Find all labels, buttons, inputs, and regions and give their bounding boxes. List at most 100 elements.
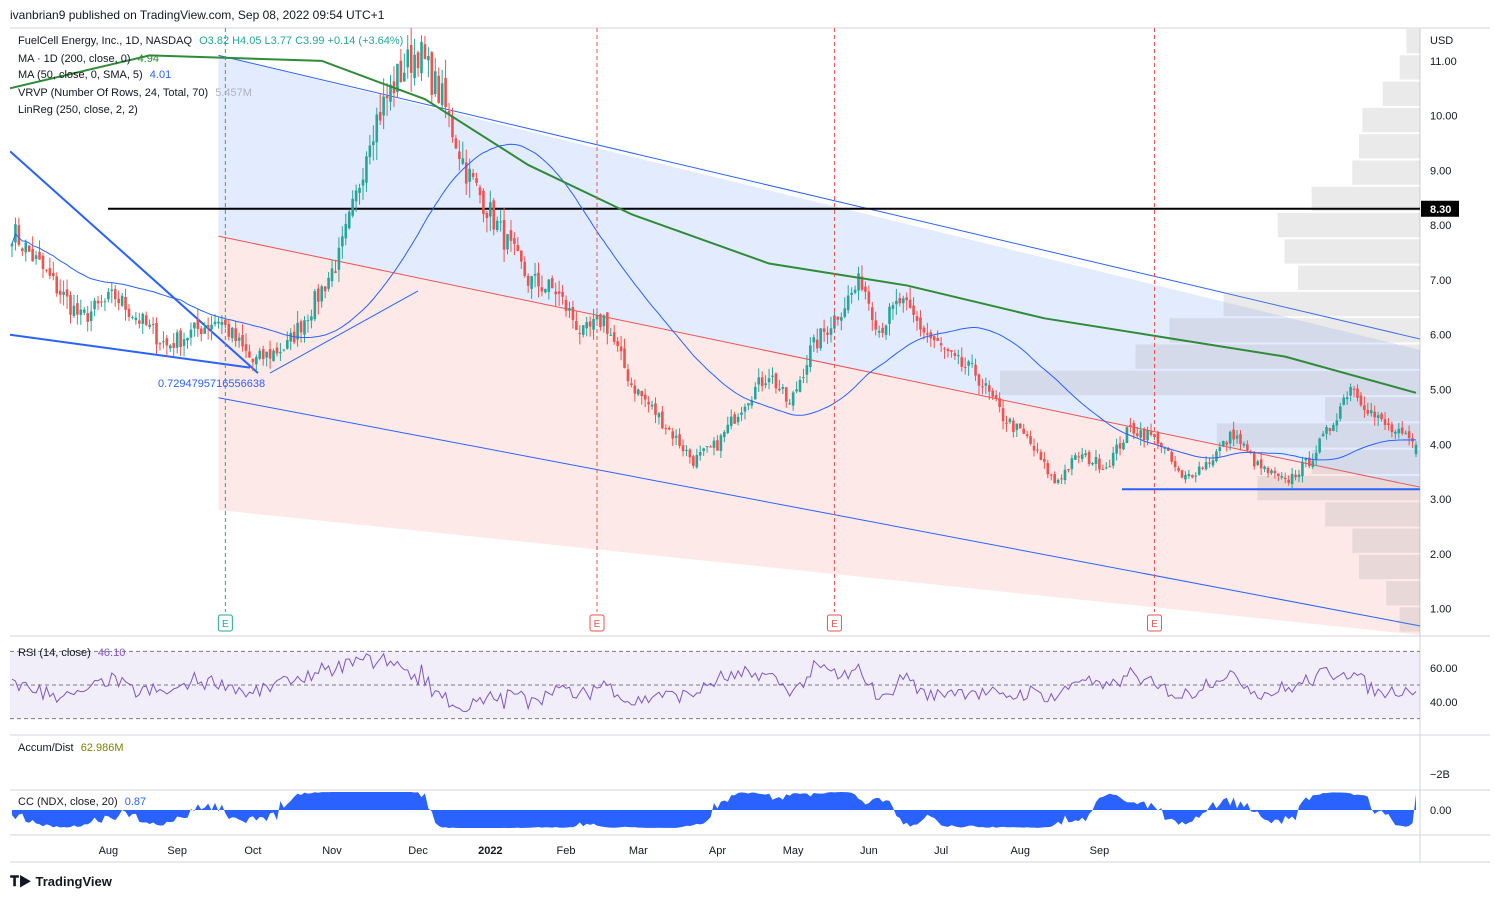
candle-body (1067, 468, 1070, 471)
candle-body (1087, 452, 1091, 465)
price-tick: 11.00 (1430, 56, 1457, 68)
candle-body (413, 54, 416, 79)
candle-body (1273, 470, 1277, 474)
candle-body (1228, 431, 1232, 444)
candle-body (1029, 436, 1032, 444)
candle-body (657, 413, 661, 418)
candle-body (186, 337, 189, 341)
candle-body (51, 272, 55, 277)
candle-body (698, 452, 702, 456)
candle-body (1197, 466, 1201, 475)
time-tick: Aug (1010, 845, 1030, 857)
candle-body (96, 300, 100, 304)
candle-body (306, 320, 310, 322)
candle-body (1012, 420, 1015, 432)
brand-name: TradingView (35, 874, 112, 889)
candle-body (1142, 428, 1146, 441)
candle-body (423, 44, 427, 60)
rsi-pane[interactable]: 60.00 40.00 (10, 650, 1458, 720)
candle-body (93, 300, 96, 310)
vrvp-row (1359, 554, 1420, 580)
time-tick: Aug (99, 845, 119, 857)
candle-body (840, 317, 843, 321)
accum-dist-pane[interactable]: −2B (1430, 769, 1450, 781)
candle-body (1070, 458, 1074, 470)
candle-body (265, 351, 268, 358)
vrvp-row (1352, 160, 1420, 185)
candle-body (34, 255, 38, 259)
candle-body (230, 327, 234, 339)
tradingview-logo[interactable]: 𝐓▶ TradingView (10, 873, 112, 890)
candle-body (165, 338, 169, 346)
linreg-legend[interactable]: LinReg (250, close, 2, 2) (18, 104, 138, 116)
candle-body (454, 138, 458, 149)
candle-body (753, 386, 757, 400)
candle-body (461, 158, 465, 164)
candle-body (1053, 474, 1056, 484)
candle-body (48, 268, 52, 276)
candle-body (203, 327, 207, 334)
candle-body (1084, 453, 1087, 456)
ma200-legend[interactable]: MA · 1D (200, close, 0) 4.94 (18, 53, 159, 65)
candle-body (1225, 442, 1229, 445)
candle-body (475, 178, 478, 183)
candle-body (523, 261, 527, 276)
candle-body (489, 202, 492, 217)
time-tick: Sep (167, 845, 187, 857)
candle-body (1194, 475, 1198, 477)
candle-body (950, 350, 953, 352)
candle-body (939, 343, 943, 346)
candle-body (89, 311, 93, 321)
candle-body (1394, 431, 1397, 434)
candle-body (58, 290, 62, 295)
candle-body (636, 389, 640, 395)
ohlc-values: O3.82 H4.05 L3.77 C3.99 +0.14 (+3.64%) (199, 35, 404, 47)
candle-body (1005, 422, 1008, 424)
candle-body (382, 96, 385, 116)
candle-body (1235, 435, 1239, 439)
rsi-tick: 40.00 (1430, 697, 1458, 709)
price-tick: 3.00 (1430, 494, 1451, 506)
rsi-legend[interactable]: RSI (14, close) 46.10 (18, 647, 125, 659)
time-tick: 2022 (478, 845, 502, 857)
candle-body (1074, 455, 1077, 460)
candle-body (444, 77, 447, 108)
linreg-label: LinReg (250, close, 2, 2) (18, 104, 138, 116)
candle-body (1015, 423, 1019, 430)
candle-body (836, 316, 840, 320)
candle-body (898, 298, 902, 304)
candle-body (533, 273, 537, 276)
candle-body (1369, 410, 1373, 414)
candle-body (1173, 460, 1177, 468)
axes: USD 11.00 10.00 9.00 8.00 7.00 6.00 5.00 4.00 3.0… (99, 35, 1459, 857)
candle-body (134, 317, 138, 321)
ma50-label: MA (50, close, 0, SMA, 5) (18, 69, 143, 81)
candle-body (932, 336, 936, 341)
ad-legend[interactable]: Accum/Dist 62.986M (18, 742, 124, 754)
candle-body (1239, 433, 1242, 444)
candle-body (268, 349, 272, 359)
time-tick: Dec (408, 845, 428, 857)
candle-body (592, 318, 595, 330)
candle-body (213, 321, 217, 325)
cc-legend[interactable]: CC (NDX, close, 20) 0.87 (18, 796, 146, 808)
candle-body (1314, 452, 1318, 460)
price-overlay: E E E E 0.7294795716556638 (158, 28, 1162, 632)
candle-body (447, 111, 451, 114)
candle-body (1318, 438, 1321, 453)
candle-body (1166, 448, 1170, 451)
candle-body (368, 145, 372, 158)
vrvp-legend[interactable]: VRVP (Number Of Rows, 24, Total, 70) 5.4… (18, 87, 252, 99)
candle-body (1039, 451, 1043, 460)
candle-body (705, 446, 709, 448)
candle-body (530, 276, 533, 289)
cc-pane[interactable]: 0.00 (12, 792, 1451, 828)
ma50-legend[interactable]: MA (50, close, 0, SMA, 5) 4.01 (18, 69, 171, 81)
price-pane[interactable] (10, 25, 1430, 636)
vrvp-row (1284, 239, 1420, 264)
candle-body (709, 446, 712, 448)
candle-body (674, 435, 678, 438)
earnings-badge (1146, 614, 1162, 632)
candle-body (599, 314, 602, 328)
